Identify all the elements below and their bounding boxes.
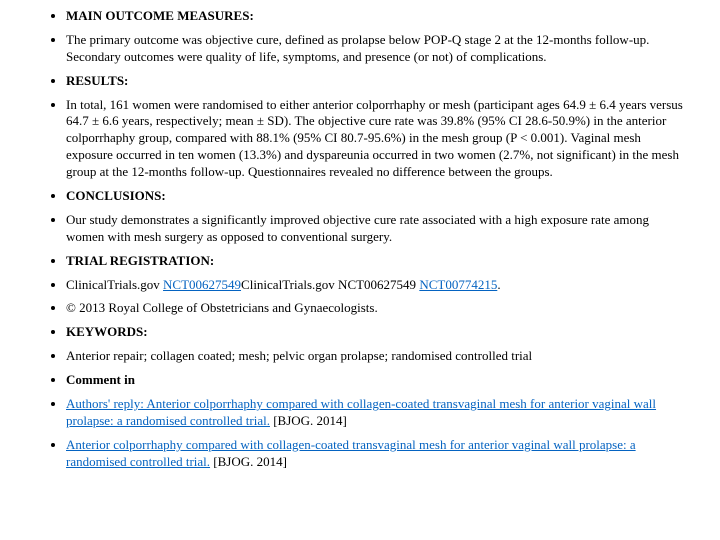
bullet-list: MAIN OUTCOME MEASURES: The primary outcom… [50, 8, 690, 471]
list-item: Comment in [66, 372, 690, 389]
body-text: Anterior repair; collagen coated; mesh; … [66, 348, 532, 363]
section-heading: TRIAL REGISTRATION: [66, 253, 214, 268]
section-heading: RESULTS: [66, 73, 128, 88]
list-item: Anterior repair; collagen coated; mesh; … [66, 348, 690, 365]
body-text: The primary outcome was objective cure, … [66, 32, 649, 64]
list-item: ClinicalTrials.gov NCT00627549ClinicalTr… [66, 277, 690, 294]
list-item: CONCLUSIONS: [66, 188, 690, 205]
reference-link[interactable]: Authors' reply: Anterior colporrhaphy co… [66, 396, 656, 428]
list-item: MAIN OUTCOME MEASURES: [66, 8, 690, 25]
reference-link[interactable]: NCT00774215 [419, 277, 497, 292]
body-text: [BJOG. 2014] [270, 413, 347, 428]
section-heading: MAIN OUTCOME MEASURES: [66, 8, 254, 23]
body-text: © 2013 Royal College of Obstetricians an… [66, 300, 378, 315]
body-text: ClinicalTrials.gov NCT00627549 [241, 277, 419, 292]
list-item: TRIAL REGISTRATION: [66, 253, 690, 270]
list-item: Authors' reply: Anterior colporrhaphy co… [66, 396, 690, 430]
body-text: Our study demonstrates a significantly i… [66, 212, 649, 244]
document-page: MAIN OUTCOME MEASURES: The primary outcom… [0, 0, 720, 486]
list-item: In total, 161 women were randomised to e… [66, 97, 690, 181]
body-text: [BJOG. 2014] [210, 454, 287, 469]
reference-link[interactable]: NCT00627549 [163, 277, 241, 292]
section-heading: Comment in [66, 372, 135, 387]
list-item: KEYWORDS: [66, 324, 690, 341]
body-text: In total, 161 women were randomised to e… [66, 97, 683, 180]
section-heading: KEYWORDS: [66, 324, 148, 339]
list-item: © 2013 Royal College of Obstetricians an… [66, 300, 690, 317]
list-item: RESULTS: [66, 73, 690, 90]
body-text: . [497, 277, 500, 292]
section-heading: CONCLUSIONS: [66, 188, 166, 203]
body-text: ClinicalTrials.gov [66, 277, 163, 292]
list-item: The primary outcome was objective cure, … [66, 32, 690, 66]
list-item: Our study demonstrates a significantly i… [66, 212, 690, 246]
list-item: Anterior colporrhaphy compared with coll… [66, 437, 690, 471]
reference-link[interactable]: Anterior colporrhaphy compared with coll… [66, 437, 636, 469]
